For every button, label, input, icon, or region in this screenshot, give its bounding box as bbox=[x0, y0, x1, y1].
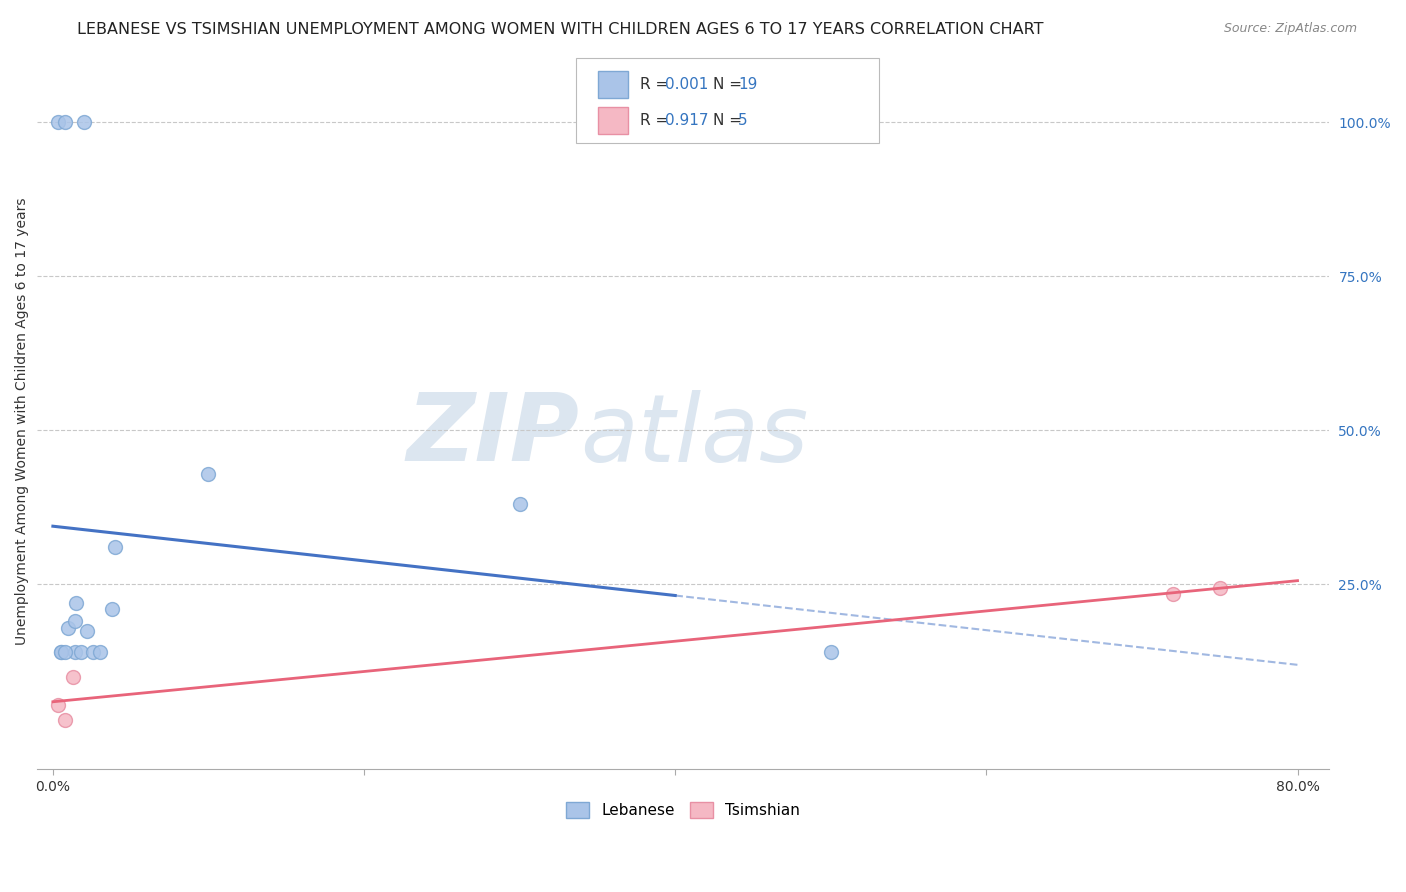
Point bbox=[46, 115, 69, 129]
Point bbox=[820, 645, 842, 659]
Point bbox=[65, 596, 87, 610]
Text: R =: R = bbox=[640, 113, 673, 128]
Text: N =: N = bbox=[713, 113, 747, 128]
Text: 19: 19 bbox=[738, 78, 758, 92]
Point bbox=[53, 645, 76, 659]
Point bbox=[73, 115, 96, 129]
Point bbox=[46, 698, 69, 712]
Point bbox=[104, 541, 127, 555]
Point bbox=[63, 645, 86, 659]
Point bbox=[53, 713, 76, 727]
Point bbox=[53, 115, 76, 129]
Point bbox=[70, 645, 93, 659]
Point bbox=[49, 645, 72, 659]
Y-axis label: Unemployment Among Women with Children Ages 6 to 17 years: Unemployment Among Women with Children A… bbox=[15, 197, 30, 645]
Text: 0.917: 0.917 bbox=[665, 113, 709, 128]
Point bbox=[1161, 587, 1184, 601]
Text: 0.001: 0.001 bbox=[665, 78, 709, 92]
Point bbox=[62, 670, 84, 684]
Text: R =: R = bbox=[640, 78, 673, 92]
Text: N =: N = bbox=[713, 78, 747, 92]
Point bbox=[101, 602, 124, 616]
Point bbox=[509, 497, 531, 511]
Text: LEBANESE VS TSIMSHIAN UNEMPLOYMENT AMONG WOMEN WITH CHILDREN AGES 6 TO 17 YEARS : LEBANESE VS TSIMSHIAN UNEMPLOYMENT AMONG… bbox=[77, 22, 1043, 37]
Text: 5: 5 bbox=[738, 113, 748, 128]
Text: atlas: atlas bbox=[579, 390, 808, 481]
Point bbox=[89, 645, 111, 659]
Point bbox=[1209, 581, 1232, 595]
Point bbox=[197, 467, 219, 481]
Point bbox=[49, 645, 72, 659]
Legend: Lebanese, Tsimshian: Lebanese, Tsimshian bbox=[560, 797, 806, 824]
Text: ZIP: ZIP bbox=[406, 389, 579, 481]
Point bbox=[63, 615, 86, 629]
Point bbox=[82, 645, 104, 659]
Point bbox=[76, 624, 98, 638]
Text: Source: ZipAtlas.com: Source: ZipAtlas.com bbox=[1223, 22, 1357, 36]
Point bbox=[58, 621, 80, 635]
